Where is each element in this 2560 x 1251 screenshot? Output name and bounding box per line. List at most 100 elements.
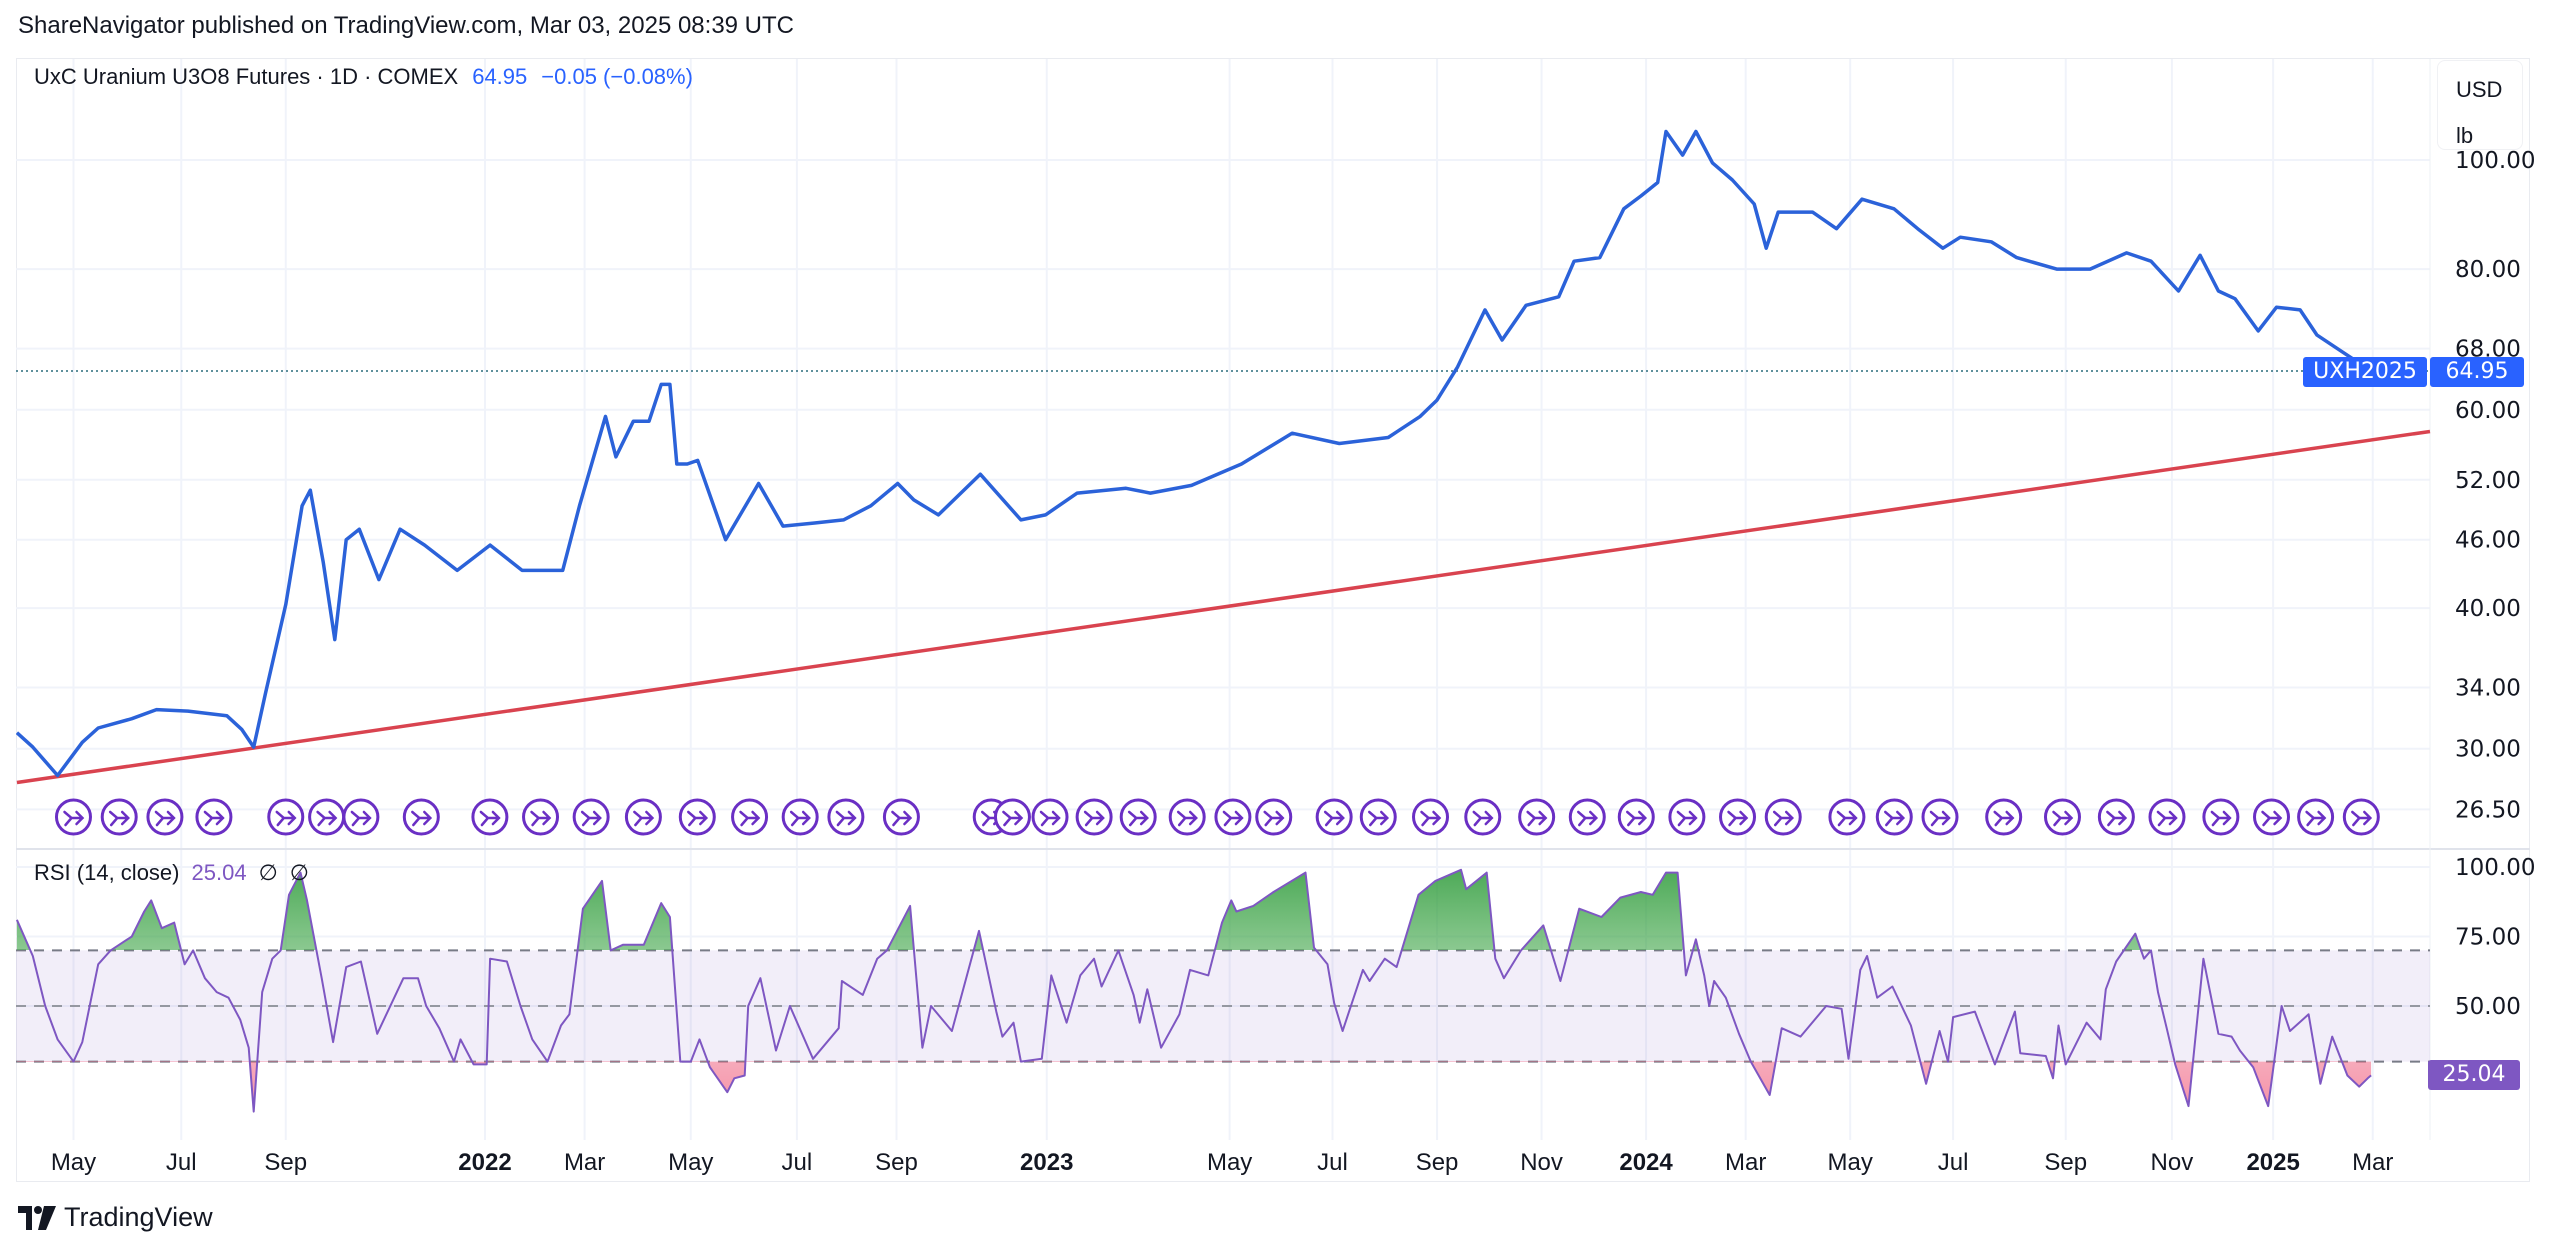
event-arrow	[1727, 810, 1749, 827]
overbought-fill	[16, 869, 2141, 950]
x-tick-label: Mar	[2352, 1149, 2393, 1176]
rollover-event-icon	[572, 798, 610, 836]
event-markers	[54, 798, 2380, 836]
event-arrow	[275, 810, 297, 827]
event-arrow	[350, 810, 372, 827]
event-arrow	[2351, 810, 2373, 827]
y-tick-label: 34.00	[2455, 676, 2521, 702]
event-arrow	[2210, 810, 2232, 827]
rollover-event-icon	[1617, 798, 1655, 836]
x-tick-label: Jul	[1317, 1149, 1348, 1176]
event-arrow	[108, 810, 130, 827]
currency-unit-box[interactable]: USD lb	[2437, 60, 2523, 150]
last-price: 64.95	[472, 64, 528, 89]
event-arrow	[411, 810, 433, 827]
event-arrow	[203, 810, 225, 827]
event-arrow	[1836, 810, 1858, 827]
event-arrow	[1368, 810, 1390, 827]
y-tick-label: 30.00	[2455, 737, 2521, 763]
event-arrow	[1323, 810, 1345, 827]
rollover-event-icon	[100, 798, 138, 836]
rollover-event-icon	[471, 798, 509, 836]
rollover-event-icon	[402, 798, 440, 836]
symbol-price-tag: UXH2025	[2303, 357, 2427, 387]
rollover-event-icon	[882, 798, 920, 836]
rollover-event-icon	[1719, 798, 1757, 836]
x-tick-label: May	[1828, 1149, 1873, 1176]
rollover-event-icon	[1255, 798, 1293, 836]
x-tick-label: 2023	[1020, 1149, 1073, 1176]
rollover-event-icon	[308, 798, 346, 836]
axes: May Jul Sep 2022 Mar May Jul Sep 2023 May Jul Sep No…	[51, 148, 2536, 1176]
unit-label[interactable]: lb	[2456, 123, 2474, 148]
x-tick-label: Jul	[1938, 1149, 1969, 1176]
rsi-fills	[16, 869, 2372, 1112]
y-tick-label: 40.00	[2455, 596, 2521, 622]
event-arrow	[316, 810, 338, 827]
rollover-event-icon	[1315, 798, 1353, 836]
rollover-event-icon	[1828, 798, 1866, 836]
na-icon: ∅	[258, 860, 278, 885]
price-change: −0.05 (−0.08%)	[541, 64, 693, 89]
event-arrow	[2106, 810, 2128, 827]
publish-info: ShareNavigator published on TradingView.…	[18, 12, 795, 39]
rollover-event-icon	[1359, 798, 1397, 836]
rollover-event-icon	[342, 798, 380, 836]
y-tick-label: 100.00	[2455, 148, 2535, 174]
event-arrow	[1884, 810, 1906, 827]
event-arrow	[1472, 810, 1494, 827]
event-arrow	[580, 810, 602, 827]
rollover-event-icon	[2202, 798, 2240, 836]
event-arrow	[2156, 810, 2178, 827]
event-arrow	[739, 810, 761, 827]
event-arrow	[1526, 810, 1548, 827]
x-tick-label: Sep	[264, 1149, 307, 1176]
event-arrow	[1002, 810, 1024, 827]
event-arrow	[1577, 810, 1599, 827]
currency-label[interactable]: USD	[2456, 77, 2503, 102]
event-arrow	[530, 810, 552, 827]
y-tick-label: 46.00	[2455, 528, 2521, 554]
rollover-event-icon	[146, 798, 184, 836]
rollover-event-icon	[1568, 798, 1606, 836]
event-arrow	[1626, 810, 1648, 827]
event-arrow	[1772, 810, 1795, 827]
tradingview-logo[interactable]: TradingView	[18, 1202, 213, 1233]
event-arrow	[835, 810, 857, 827]
symbol-legend[interactable]: UxC Uranium U3O8 Futures · 1D · COMEX 64.…	[34, 64, 693, 90]
x-tick-label: 2025	[2246, 1149, 2299, 1176]
rollover-event-icon	[827, 798, 865, 836]
tradingview-logo-icon	[18, 1205, 56, 1230]
rollover-event-icon	[1119, 798, 1157, 836]
rollover-event-icon	[1412, 798, 1450, 836]
rollover-event-icon	[1075, 798, 1113, 836]
rollover-event-icon	[2342, 798, 2380, 836]
rollover-event-icon	[2097, 798, 2135, 836]
rollover-event-icon	[1985, 798, 2023, 836]
event-arrow	[154, 810, 176, 827]
rsi-legend[interactable]: RSI (14, close) 25.04 ∅ ∅	[34, 860, 309, 886]
event-arrow	[63, 810, 85, 827]
event-arrow	[2261, 810, 2283, 827]
rsi-tick-label: 75.00	[2455, 925, 2521, 951]
rollover-event-icon	[731, 798, 769, 836]
event-arrow	[479, 810, 501, 827]
rollover-event-icon	[624, 798, 662, 836]
event-arrow	[1176, 810, 1198, 827]
rsi-value-tag: 25.04	[2428, 1060, 2520, 1090]
rollover-event-icon	[2148, 798, 2186, 836]
x-tick-label: Jul	[782, 1149, 813, 1176]
y-tick-label: 52.00	[2455, 468, 2521, 494]
brand-name: TradingView	[64, 1202, 213, 1232]
rsi-tick-label: 50.00	[2455, 994, 2521, 1020]
x-tick-label: May	[51, 1149, 96, 1176]
x-tick-label: Sep	[1416, 1149, 1459, 1176]
trend-line	[16, 429, 2431, 785]
rollover-event-icon	[2253, 798, 2291, 836]
rollover-event-icon	[1168, 798, 1206, 836]
y-tick-label: 80.00	[2455, 257, 2521, 283]
event-arrow	[2305, 810, 2327, 827]
rollover-event-icon	[1668, 798, 1706, 836]
event-arrow	[789, 810, 811, 827]
